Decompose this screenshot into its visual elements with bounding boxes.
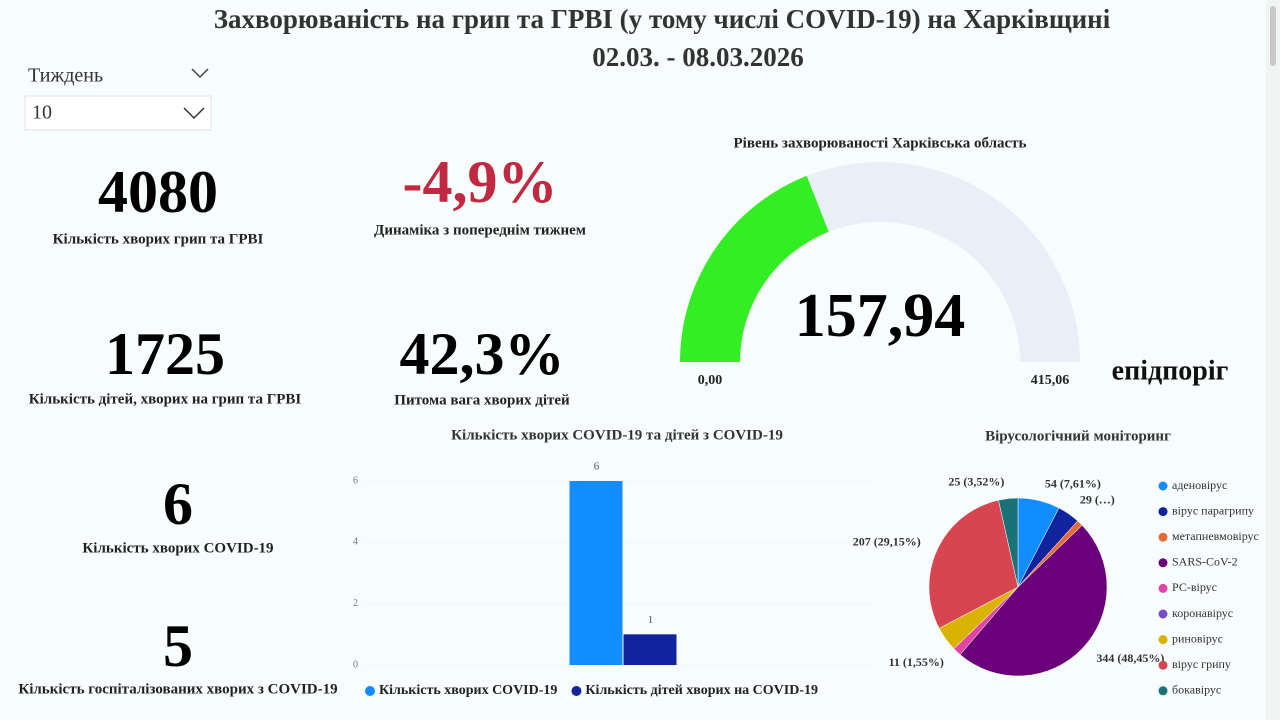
data-label: 344 (48,45%) xyxy=(1096,651,1164,665)
kpi-label: Питома вага хворих дітей xyxy=(394,392,570,408)
y-tick-label: 4 xyxy=(353,537,358,548)
gauge-title: Рівень захворюваності Харківська область xyxy=(734,135,1027,151)
data-label: 207 (29,15%) xyxy=(853,535,921,549)
data-label: 11 (1,55%) xyxy=(889,655,944,669)
legend-marker xyxy=(365,686,375,696)
kpi-label: Динаміка з попереднім тижнем xyxy=(374,222,586,238)
pie-slice xyxy=(998,497,1019,588)
gauge-value: 157,94 xyxy=(795,282,966,350)
data-label: 25 (3,52%) xyxy=(948,474,1004,488)
legend-marker xyxy=(1158,609,1168,619)
kpi-value: -4,9% xyxy=(403,149,558,215)
legend-label: метапневмовірус xyxy=(1172,529,1259,543)
kpi-label: Кількість дітей, хворих на грип та ГРВІ xyxy=(29,391,302,407)
kpi-value: 4080 xyxy=(98,159,218,225)
dropdown[interactable] xyxy=(24,95,212,131)
data-label: 1 xyxy=(648,614,654,626)
y-tick-label: 6 xyxy=(353,475,358,486)
legend-label: SARS-CoV-2 xyxy=(1172,555,1238,569)
chart-title: Кількість хворих COVID-19 та дітей з COV… xyxy=(451,427,783,443)
kpi-value: 6 xyxy=(163,471,193,537)
legend-marker xyxy=(1158,583,1168,593)
y-tick-label: 0 xyxy=(353,659,358,670)
y-tick-label: 2 xyxy=(353,598,358,609)
kpi-label: Кількість госпіталізованих хворих з COVI… xyxy=(18,681,337,697)
pie-slice xyxy=(928,499,1019,629)
bar xyxy=(569,481,623,665)
data-label: 29 (…) xyxy=(1080,492,1115,506)
legend-label: вірус грипу xyxy=(1172,657,1231,671)
legend-marker xyxy=(1158,481,1168,491)
filter-value: 10 xyxy=(32,102,52,124)
kpi-value: 42,3% xyxy=(400,321,565,387)
kpi-value: 5 xyxy=(163,613,193,679)
gauge-min: 0,00 xyxy=(698,373,723,388)
legend-marker xyxy=(571,686,582,696)
gauge-annotation: епідпоріг xyxy=(1112,355,1229,386)
legend-marker xyxy=(1158,532,1168,542)
legend-label: Кількість дітей хворих на COVID-19 xyxy=(585,683,818,698)
kpi-label: Кількість хворих грип та ГРВІ xyxy=(53,231,264,247)
legend-label: коронавірус xyxy=(1172,606,1233,620)
week-filter[interactable]: Тиждень 10 xyxy=(24,65,212,131)
data-label: 6 xyxy=(594,461,600,473)
dropdown-icon[interactable] xyxy=(183,107,205,120)
scroll-thumb[interactable] xyxy=(1270,6,1276,66)
subtitle: 02.03. - 08.03.2026 xyxy=(592,42,804,72)
legend-label: вірус парагрипу xyxy=(1172,503,1254,517)
title: Захворюваність на грип та ГРВІ (у тому ч… xyxy=(214,4,1111,34)
collapse-icon[interactable] xyxy=(191,68,209,79)
legend-marker xyxy=(1158,558,1168,568)
kpi-label: Кількість хворих COVID-19 xyxy=(82,540,273,556)
legend-marker xyxy=(1158,660,1168,670)
gauge-max: 415,06 xyxy=(1031,373,1070,388)
bar xyxy=(623,634,677,665)
gauge-value-arc xyxy=(679,175,829,362)
scrollbar[interactable] xyxy=(1266,0,1280,720)
legend-label: аденовірус xyxy=(1172,478,1227,492)
legend-label: риновірус xyxy=(1172,631,1223,645)
pie-slice xyxy=(959,524,1108,677)
legend-label: Кількість хворих COVID-19 xyxy=(379,683,557,698)
filter-label: Тиждень xyxy=(28,65,103,87)
data-label: 54 (7,61%) xyxy=(1045,477,1101,491)
legend-marker xyxy=(1158,686,1168,696)
kpi-value: 1725 xyxy=(105,321,225,387)
legend-label: РС-вірус xyxy=(1172,580,1217,594)
legend-marker xyxy=(1158,635,1168,645)
chart-title: Вірусологічний моніторинг xyxy=(985,428,1171,444)
legend-label: бокавірус xyxy=(1172,683,1221,697)
legend-marker xyxy=(1158,507,1168,517)
